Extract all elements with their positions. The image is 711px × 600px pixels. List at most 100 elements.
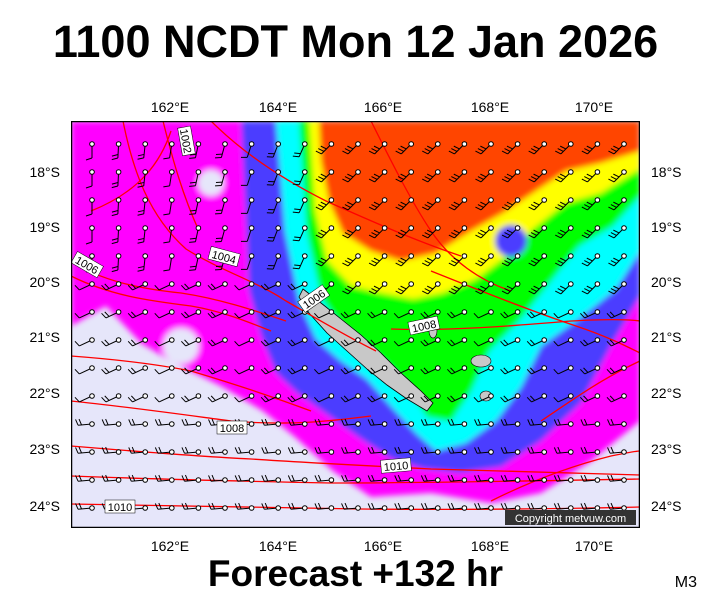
wind-barb-station	[169, 505, 175, 511]
wind-barb-feather	[137, 153, 145, 157]
wind-barb-station	[89, 225, 95, 231]
wind-barb-feather	[111, 213, 119, 217]
wind-barb-feather	[473, 312, 479, 319]
wind-barb-feather	[181, 368, 187, 375]
wind-barb-feather	[315, 178, 322, 183]
wind-barb-feather	[367, 503, 372, 510]
wind-barb-feather	[420, 447, 425, 454]
wind-barb-feather	[609, 311, 615, 317]
lat-label-19-right: 19°S	[651, 219, 682, 235]
wind-barb-feather	[529, 367, 536, 373]
wind-barb	[528, 225, 548, 239]
wind-barb-feather	[424, 446, 428, 454]
wind-barb-station	[248, 253, 255, 259]
wind-barb	[608, 141, 627, 155]
wind-barb-feather	[344, 502, 348, 510]
wind-barb	[74, 365, 95, 375]
wind-barb	[234, 502, 255, 511]
wind-barb-station	[461, 421, 468, 427]
wind-barb-feather	[450, 311, 456, 317]
wind-barb	[101, 281, 122, 291]
wind-barb-feather	[343, 311, 349, 317]
wind-barb-station	[248, 505, 255, 511]
wind-barb-feather	[394, 475, 398, 482]
wind-barb-feather	[127, 312, 133, 319]
wind-barb	[163, 253, 175, 272]
wind-barb-station	[408, 225, 415, 231]
wind-barb-feather	[101, 284, 107, 291]
wind-barb-station	[275, 505, 281, 511]
wind-barb	[261, 474, 281, 483]
wind-barb-feather	[343, 395, 349, 401]
wind-barb-feather	[287, 340, 293, 347]
wind-barb	[608, 197, 627, 211]
wind-barb-station	[195, 253, 202, 259]
wind-barb-feather	[344, 176, 351, 180]
wind-barb-station	[594, 169, 601, 175]
wind-barb-feather	[533, 257, 540, 262]
wind-barb	[314, 502, 335, 511]
wind-barb-feather	[261, 475, 265, 482]
wind-barb-station	[142, 141, 148, 147]
wind-barb-station	[355, 197, 361, 203]
wind-barb-feather	[447, 503, 451, 510]
wind-barb-station	[89, 449, 95, 455]
isobar-line	[71, 260, 287, 322]
wind-barb-feather	[613, 285, 620, 290]
wind-barb-feather	[189, 153, 197, 156]
wind-barb	[420, 365, 441, 375]
wind-barb-feather	[453, 257, 460, 262]
wind-barb-feather	[111, 182, 119, 185]
wind-barb-feather	[75, 475, 79, 482]
wind-barb-feather	[395, 262, 402, 267]
wind-barb-station	[195, 421, 202, 427]
wind-barb-feather	[263, 339, 270, 345]
wind-barb-feather	[373, 257, 380, 262]
wind-barb-feather	[341, 475, 345, 482]
wind-barb-station	[302, 421, 308, 427]
wind-barb-station	[89, 505, 95, 511]
wind-barb-feather	[610, 204, 617, 208]
wind-barb-feather	[371, 260, 378, 264]
wind-barb	[234, 309, 255, 319]
wind-barb-feather	[501, 262, 508, 267]
wind-barb	[163, 141, 175, 160]
wind-barb-feather	[395, 206, 402, 211]
wind-barb-station	[142, 253, 148, 259]
wind-barb-feather	[294, 264, 301, 267]
wind-barb-station	[435, 197, 441, 203]
wind-barb-feather	[158, 474, 162, 482]
wind-barb-feather	[423, 339, 429, 345]
wind-barb-feather	[234, 447, 239, 454]
wind-barb-station	[248, 337, 255, 343]
wind-barb	[287, 281, 308, 291]
wind-barb-feather	[608, 262, 615, 267]
wind-barb-feather	[420, 396, 426, 403]
wind-barb-station	[381, 421, 388, 427]
wind-barb-station	[621, 393, 627, 399]
wind-barb-feather	[111, 269, 119, 273]
wind-barb-feather	[320, 257, 327, 262]
wind-barb	[341, 474, 361, 483]
wind-barb-feather	[341, 447, 345, 454]
wind-barb	[287, 446, 308, 455]
wind-barb	[526, 309, 548, 319]
wind-barb	[555, 141, 574, 155]
wind-barb-feather	[473, 396, 479, 403]
wind-barb	[580, 337, 601, 347]
wind-barb	[447, 393, 468, 403]
wind-barb-feather	[234, 503, 239, 510]
wind-barb	[189, 197, 202, 215]
wind-barb-feather	[111, 266, 119, 269]
wind-barb	[240, 141, 255, 158]
wind-barb	[154, 281, 175, 291]
wind-barb	[393, 393, 415, 403]
wind-barb-station	[275, 337, 281, 343]
wind-barb-station	[461, 477, 468, 483]
wind-barb-feather	[506, 145, 513, 150]
wind-barb	[163, 197, 175, 216]
wind-barb-feather	[260, 284, 266, 291]
wind-barb-feather	[85, 241, 93, 245]
wind-barb-feather	[423, 395, 429, 401]
wind-barb-station	[248, 477, 255, 483]
